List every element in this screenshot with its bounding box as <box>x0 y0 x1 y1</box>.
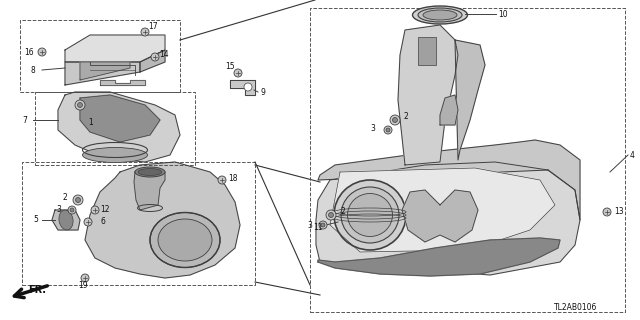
Polygon shape <box>65 35 165 62</box>
Circle shape <box>244 83 252 91</box>
Text: 15: 15 <box>225 61 235 70</box>
Ellipse shape <box>135 167 165 177</box>
Polygon shape <box>134 172 165 210</box>
Polygon shape <box>100 80 145 85</box>
Text: 5: 5 <box>33 215 38 225</box>
Text: 2: 2 <box>403 111 408 121</box>
Text: 2: 2 <box>340 207 345 217</box>
Polygon shape <box>140 50 165 72</box>
Ellipse shape <box>423 10 457 20</box>
Circle shape <box>392 117 397 123</box>
Polygon shape <box>65 62 140 85</box>
Circle shape <box>234 69 242 77</box>
Circle shape <box>76 197 81 203</box>
Text: 6: 6 <box>100 218 105 227</box>
Text: 12: 12 <box>100 205 109 214</box>
Polygon shape <box>402 190 478 242</box>
Circle shape <box>326 210 336 220</box>
Circle shape <box>141 28 149 36</box>
Text: 1: 1 <box>88 117 93 126</box>
Circle shape <box>38 48 46 56</box>
Text: 18: 18 <box>228 173 237 182</box>
Bar <box>418 37 436 65</box>
Text: 8: 8 <box>30 66 35 75</box>
Polygon shape <box>316 162 580 275</box>
Polygon shape <box>398 25 458 165</box>
Circle shape <box>70 208 74 212</box>
Polygon shape <box>440 95 458 125</box>
Circle shape <box>386 128 390 132</box>
Text: 3: 3 <box>307 220 312 229</box>
Text: 11: 11 <box>313 223 323 233</box>
Text: 16: 16 <box>24 47 34 57</box>
Circle shape <box>91 206 99 214</box>
Ellipse shape <box>413 6 467 24</box>
Text: 10: 10 <box>498 10 508 19</box>
Text: 3: 3 <box>370 124 375 132</box>
Text: 14: 14 <box>159 50 168 59</box>
Circle shape <box>75 100 85 110</box>
Text: 9: 9 <box>260 87 265 97</box>
Circle shape <box>328 212 333 218</box>
Text: 13: 13 <box>614 207 623 217</box>
Ellipse shape <box>418 8 462 22</box>
Text: 19: 19 <box>78 282 88 291</box>
Circle shape <box>81 274 89 282</box>
Text: 2: 2 <box>62 193 67 202</box>
Polygon shape <box>455 40 485 160</box>
Polygon shape <box>318 140 580 220</box>
Circle shape <box>218 176 226 184</box>
Circle shape <box>84 218 92 226</box>
Ellipse shape <box>138 169 162 175</box>
Circle shape <box>390 115 400 125</box>
Text: 4: 4 <box>630 150 635 159</box>
Circle shape <box>77 102 83 108</box>
Circle shape <box>73 195 83 205</box>
Circle shape <box>321 223 325 227</box>
Ellipse shape <box>150 212 220 268</box>
Circle shape <box>319 221 327 229</box>
Polygon shape <box>52 210 80 230</box>
Text: FR.: FR. <box>28 285 46 295</box>
Polygon shape <box>58 92 180 162</box>
Ellipse shape <box>83 148 147 163</box>
Ellipse shape <box>59 210 73 230</box>
Circle shape <box>603 208 611 216</box>
Polygon shape <box>230 80 255 95</box>
Text: 7: 7 <box>22 116 27 124</box>
Ellipse shape <box>158 219 212 261</box>
Circle shape <box>384 126 392 134</box>
Ellipse shape <box>334 180 406 250</box>
Circle shape <box>151 53 159 61</box>
Polygon shape <box>80 62 130 80</box>
Text: 17: 17 <box>148 21 157 30</box>
Polygon shape <box>80 95 160 142</box>
Polygon shape <box>85 162 240 278</box>
Polygon shape <box>318 238 560 276</box>
Polygon shape <box>330 168 555 252</box>
Circle shape <box>68 206 76 214</box>
Text: 3: 3 <box>56 205 61 214</box>
Text: TL2AB0106: TL2AB0106 <box>554 303 598 313</box>
Ellipse shape <box>341 187 399 243</box>
Ellipse shape <box>348 194 392 236</box>
